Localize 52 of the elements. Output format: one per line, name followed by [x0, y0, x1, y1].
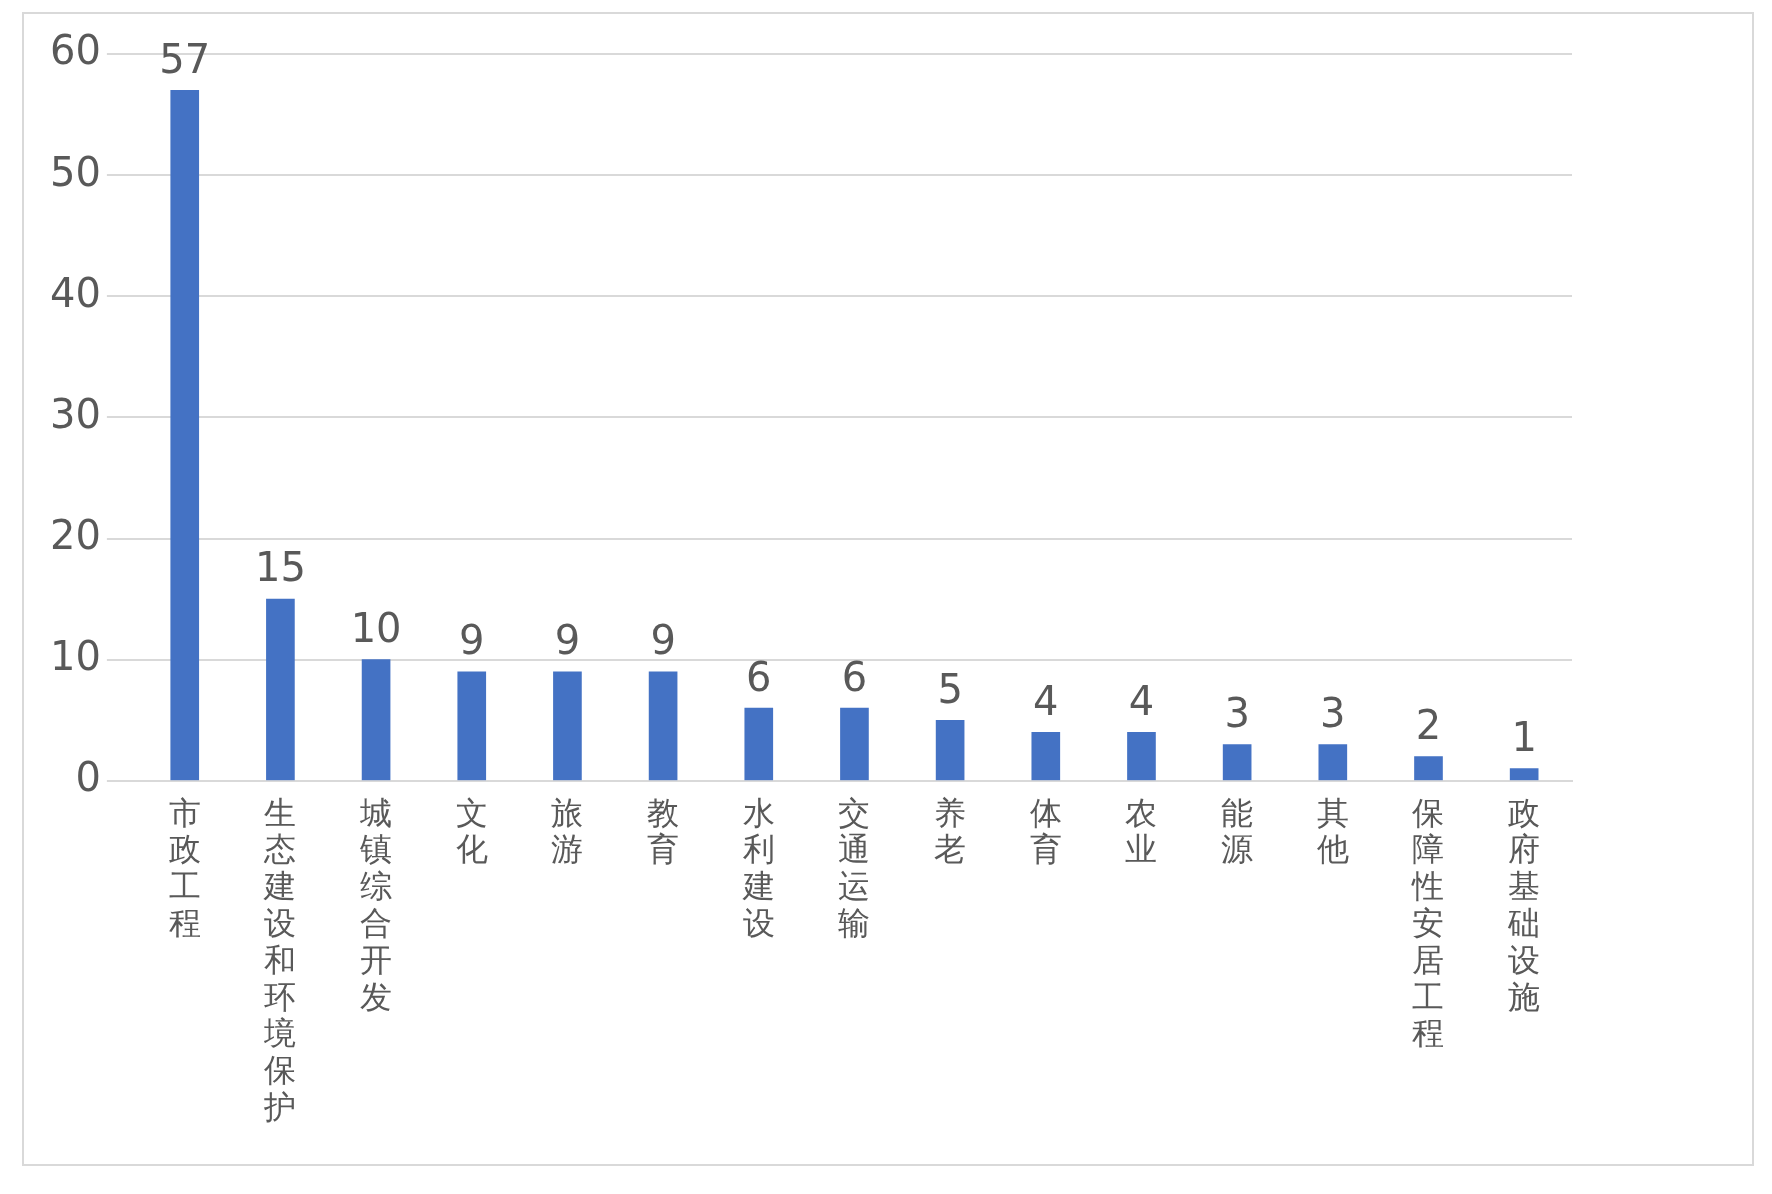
- bar: [1509, 768, 1539, 781]
- data-label: 6: [841, 653, 868, 700]
- x-tick-label: 其他: [1316, 793, 1349, 869]
- bar: [840, 707, 869, 781]
- x-tick-label: 水利建设: [741, 793, 775, 942]
- bar: [1222, 744, 1252, 781]
- bar: [1318, 744, 1348, 781]
- x-tick-label: 农业: [1125, 793, 1158, 869]
- bar: [744, 707, 774, 781]
- bar: [457, 671, 487, 781]
- y-tick-label: 0: [75, 754, 101, 801]
- data-label: 3: [1320, 689, 1346, 736]
- data-label: 9: [554, 617, 581, 664]
- y-tick-label: 20: [49, 511, 101, 558]
- bar: [1127, 732, 1156, 781]
- data-label: 4: [1128, 677, 1155, 724]
- bar: [553, 671, 582, 781]
- x-tick-label: 保障性安居工程: [1411, 793, 1445, 1053]
- x-tick-label: 能源: [1221, 793, 1254, 869]
- x-tick-label: 教育: [647, 793, 680, 869]
- data-label: 9: [650, 617, 676, 664]
- data-label: 3: [1224, 689, 1250, 736]
- data-label: 57: [159, 35, 211, 82]
- bar: [266, 598, 295, 781]
- data-label: 9: [459, 617, 485, 664]
- x-tick-label: 市政工程: [168, 793, 201, 942]
- x-tick-label: 交通运输: [838, 793, 871, 942]
- y-tick-label: 30: [49, 390, 101, 437]
- y-tick-label: 10: [49, 633, 101, 680]
- data-label: 5: [937, 665, 963, 712]
- category-label: 生态建设和环境保护: [264, 793, 297, 1126]
- y-tick-label: 40: [49, 269, 101, 316]
- x-tick-label: 体育: [1029, 793, 1062, 869]
- x-tick-label: 文化: [455, 793, 488, 869]
- bar: [1414, 756, 1443, 781]
- x-tick-label: 政府基础设施: [1507, 793, 1541, 1016]
- bar: [361, 659, 391, 781]
- data-label: 1: [1511, 714, 1537, 761]
- y-tick-label: 50: [49, 148, 101, 195]
- x-tick-label: 旅游: [551, 793, 584, 869]
- y-tick-label: 60: [49, 27, 101, 74]
- data-label: 6: [746, 653, 772, 700]
- data-label: 2: [1415, 701, 1442, 748]
- data-label: 10: [350, 605, 402, 652]
- bar: [170, 90, 200, 781]
- bar: [1031, 732, 1061, 781]
- data-label: 4: [1033, 677, 1059, 724]
- x-tick-label: 养老: [934, 793, 967, 869]
- bar: [935, 719, 965, 781]
- data-label: 15: [254, 544, 306, 591]
- bar: [648, 671, 678, 781]
- x-tick-label: 城镇综合开发: [359, 793, 393, 1016]
